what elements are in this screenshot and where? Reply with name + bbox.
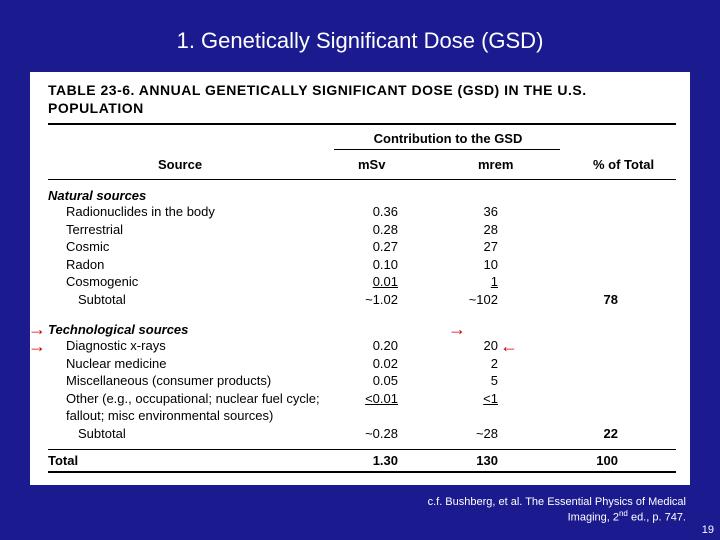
cell-pct (528, 355, 648, 373)
cell-msv: <0.01 (338, 390, 428, 425)
citation-sup: nd (619, 509, 628, 518)
cell-msv: 0.36 (338, 203, 428, 221)
cell-pct: 22 (528, 425, 648, 443)
cell-pct (528, 221, 648, 239)
slide-title: 1. Genetically Significant Dose (GSD) (0, 0, 720, 72)
cell-pct (528, 203, 648, 221)
cell-source: Miscellaneous (consumer products) (48, 372, 338, 390)
cell-pct: 78 (528, 291, 648, 309)
cell-pct (528, 273, 648, 291)
section-natural-heading: Natural sources (48, 188, 676, 203)
cell-mrem: 1 (428, 273, 528, 291)
rule-top (48, 123, 676, 125)
rule-before-total (48, 449, 676, 450)
table-caption: TABLE 23-6. ANNUAL GENETICALLY SIGNIFICA… (48, 82, 676, 121)
cell-source: Cosmic (48, 238, 338, 256)
citation-line2a: Imaging, 2 (568, 512, 619, 524)
table-row: Radionuclides in the body 0.36 36 (48, 203, 676, 221)
cell-source: Subtotal (48, 425, 338, 443)
cell-msv: 0.10 (338, 256, 428, 274)
cell-msv: 0.05 (338, 372, 428, 390)
cell-msv: 0.01 (338, 273, 428, 291)
table-row: Cosmic 0.27 27 (48, 238, 676, 256)
table-row: Cosmogenic 0.01 1 (48, 273, 676, 291)
section-technological-heading: Technological sources (48, 322, 676, 337)
citation-line2b: ed., p. 747. (628, 512, 686, 524)
table-row: Miscellaneous (consumer products) 0.05 5 (48, 372, 676, 390)
cell-mrem: 27 (428, 238, 528, 256)
citation: c.f. Bushberg, et al. The Essential Phys… (0, 495, 686, 525)
cell-mrem: ~102 (428, 291, 528, 309)
table-total-row: Total 1.30 130 100 (48, 452, 676, 470)
table-row: Radon 0.10 10 (48, 256, 676, 274)
cell-msv: 1.30 (338, 452, 428, 470)
table-row: Terrestrial 0.28 28 (48, 221, 676, 239)
cell-msv: 0.28 (338, 221, 428, 239)
cell-source: Nuclear medicine (48, 355, 338, 373)
cell-msv: 0.27 (338, 238, 428, 256)
cell-msv: 0.02 (338, 355, 428, 373)
cell-source: Terrestrial (48, 221, 338, 239)
cell-msv: 0.20 (338, 337, 428, 355)
cell-pct (528, 372, 648, 390)
cell-pct (528, 238, 648, 256)
cell-pct (528, 390, 648, 425)
cell-mrem: 10 (428, 256, 528, 274)
table-subtotal-row: Subtotal ~0.28 ~28 22 (48, 425, 676, 443)
cell-mrem: <1 (428, 390, 528, 425)
cell-source: Total (48, 452, 338, 470)
cell-pct: 100 (528, 452, 648, 470)
cell-mrem: 36 (428, 203, 528, 221)
header-msv: mSv (358, 157, 385, 172)
header-pct: % of Total (593, 157, 654, 172)
cell-source: Subtotal (48, 291, 338, 309)
table-subtotal-row: Subtotal ~1.02 ~102 78 (48, 291, 676, 309)
citation-line1: c.f. Bushberg, et al. The Essential Phys… (428, 496, 686, 508)
cell-mrem: ~28 (428, 425, 528, 443)
arrow-left-icon: ← (500, 337, 518, 355)
cell-source: Diagnostic x-rays (48, 337, 338, 355)
arrow-right-icon: → (28, 337, 46, 355)
cell-mrem: 130 (428, 452, 528, 470)
table-panel: TABLE 23-6. ANNUAL GENETICALLY SIGNIFICA… (30, 72, 690, 485)
rule-bottom (48, 471, 676, 473)
cell-msv: ~0.28 (338, 425, 428, 443)
cell-pct (528, 337, 648, 355)
cell-mrem: 2 (428, 355, 528, 373)
cell-msv: ~1.02 (338, 291, 428, 309)
table-row: Other (e.g., occupational; nuclear fuel … (48, 390, 676, 425)
header-mrem: mrem (478, 157, 513, 172)
header-source: Source (158, 157, 202, 172)
header-contribution-underline (334, 149, 560, 150)
header-contribution-label: Contribution to the GSD (348, 131, 548, 146)
rule-header-bottom (48, 179, 676, 180)
cell-source: Cosmogenic (48, 273, 338, 291)
cell-pct (528, 256, 648, 274)
cell-mrem: 5 (428, 372, 528, 390)
cell-source: Radionuclides in the body (48, 203, 338, 221)
cell-source: Radon (48, 256, 338, 274)
cell-source: Other (e.g., occupational; nuclear fuel … (48, 390, 338, 425)
page-number: 19 (702, 524, 714, 536)
table-header: Contribution to the GSD Source mSv mrem … (48, 131, 676, 177)
cell-mrem: 28 (428, 221, 528, 239)
arrow-right-icon: → (448, 320, 466, 338)
table-row: Nuclear medicine 0.02 2 (48, 355, 676, 373)
table-row: Diagnostic x-rays 0.20 20 (48, 337, 676, 355)
